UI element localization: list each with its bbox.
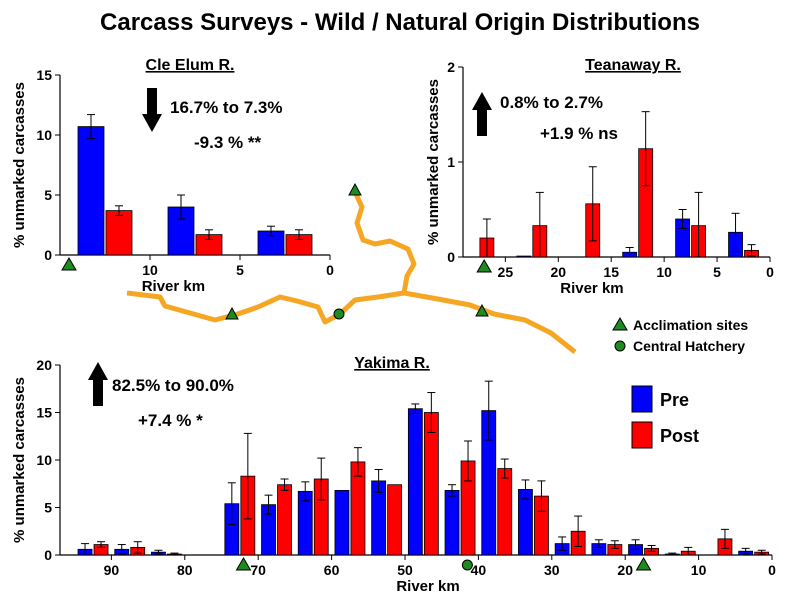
series-legend: Pre Post: [631, 385, 699, 449]
chart-title: Cle Elum R.: [146, 57, 235, 74]
post-bar: [105, 210, 133, 256]
x-tick-label: 30: [544, 562, 560, 578]
chart-yakima: 0 5 10 15 20 90 80 70 60 50 40 30 20 10 0 Yakima R. Rive…: [11, 355, 776, 595]
arrow-up-icon: [88, 362, 108, 406]
x-tick-label: 20: [550, 264, 566, 280]
map-acclimation-marker-3: [475, 303, 489, 317]
acclimation-marker: [635, 557, 652, 571]
y-axis-label: % unmarked carcasses: [11, 377, 28, 543]
y-tick-label: 15: [36, 405, 52, 421]
river-line-upper: [352, 190, 417, 294]
legend-label-post: Post: [660, 426, 699, 446]
x-tick-label: 0: [326, 262, 334, 278]
acclimation-marker: [61, 257, 77, 271]
x-axis-label: River km: [396, 578, 459, 595]
y-tick-label: 0: [44, 547, 52, 563]
x-tick-label: 25: [498, 264, 514, 280]
annotation-change: 82.5% to 90.0%: [112, 376, 234, 395]
annotation-significance: -9.3 % **: [194, 133, 261, 152]
map-acclimation-marker-1: [348, 182, 362, 196]
acclimation-marker: [235, 557, 252, 571]
pre-bar: [444, 489, 460, 556]
annotation-change: 16.7% to 7.3%: [170, 98, 282, 117]
arrow-up-icon: [472, 92, 492, 136]
x-tick-label: 15: [603, 264, 619, 280]
x-tick-label: 50: [397, 562, 413, 578]
x-axis-label: River km: [142, 278, 205, 295]
chart-title: Teanaway R.: [585, 57, 681, 74]
legend-swatch-pre: [631, 385, 653, 413]
x-tick-label: 5: [236, 262, 244, 278]
y-axis-label: % unmarked carcasses: [11, 82, 28, 248]
y-tick-label: 1: [447, 154, 455, 170]
map-hatchery-marker: [333, 308, 345, 320]
hatchery-legend-icon: [614, 340, 626, 352]
x-tick-label: 5: [713, 264, 721, 280]
annotation-significance: +1.9 % ns: [540, 124, 618, 143]
pre-bar: [407, 408, 423, 556]
acclimation-marker: [476, 259, 493, 273]
x-tick-label: 40: [471, 562, 487, 578]
post-bar: [277, 484, 292, 556]
annotation-change: 0.8% to 2.7%: [500, 93, 603, 112]
y-axis-label: % unmarked carcasses: [425, 79, 442, 245]
pre-bar: [516, 255, 532, 258]
y-tick-label: 20: [36, 357, 52, 373]
x-tick-label: 20: [617, 562, 633, 578]
acclimation-legend-label: Acclimation sites: [633, 317, 748, 333]
river-map: [126, 182, 577, 354]
legend-swatch-post: [631, 421, 653, 449]
legend-label-pre: Pre: [660, 390, 689, 410]
post-bar: [423, 412, 439, 556]
map-acclimation-marker-2: [225, 306, 239, 320]
y-tick-label: 10: [36, 127, 52, 143]
annotation-significance: +7.4 % *: [138, 411, 203, 430]
chart-teanaway: 0 1 2 25 20 15 10 5 0 Teanaway R. River km % unmark…: [425, 57, 774, 297]
chart-cle-elum: 0 5 10 15 10 5 0 Cle Elum R. River km % unmarked …: [11, 57, 334, 295]
x-tick-label: 80: [177, 562, 193, 578]
x-tick-label: 70: [250, 562, 266, 578]
y-tick-label: 5: [44, 500, 52, 516]
pre-bar: [77, 126, 105, 256]
y-tick-label: 15: [36, 67, 52, 83]
y-tick-label: 0: [44, 247, 52, 263]
post-bar: [497, 468, 513, 556]
y-tick-label: 10: [36, 452, 52, 468]
arrow-down-icon: [142, 88, 162, 132]
x-tick-label: 0: [766, 264, 774, 280]
acclimation-legend-icon: [612, 317, 628, 331]
river-line-main: [126, 290, 577, 354]
x-tick-label: 90: [104, 562, 120, 578]
x-tick-label: 60: [324, 562, 340, 578]
y-tick-label: 2: [447, 59, 455, 75]
chart-title: Yakima R.: [354, 355, 430, 372]
x-tick-label: 0: [768, 562, 776, 578]
y-tick-label: 0: [447, 249, 455, 265]
pre-bar: [334, 489, 350, 556]
y-tick-label: 5: [44, 187, 52, 203]
x-tick-label: 10: [691, 562, 707, 578]
x-tick-label: 10: [656, 264, 672, 280]
hatchery-legend-label: Central Hatchery: [633, 338, 745, 354]
hatchery-marker: [461, 559, 473, 571]
figure-title: Carcass Surveys - Wild / Natural Origin …: [100, 9, 700, 36]
x-axis-label: River km: [560, 280, 623, 297]
map-legend: Acclimation sites Central Hatchery: [612, 317, 748, 354]
x-tick-label: 10: [142, 262, 158, 278]
post-bar: [387, 484, 403, 556]
